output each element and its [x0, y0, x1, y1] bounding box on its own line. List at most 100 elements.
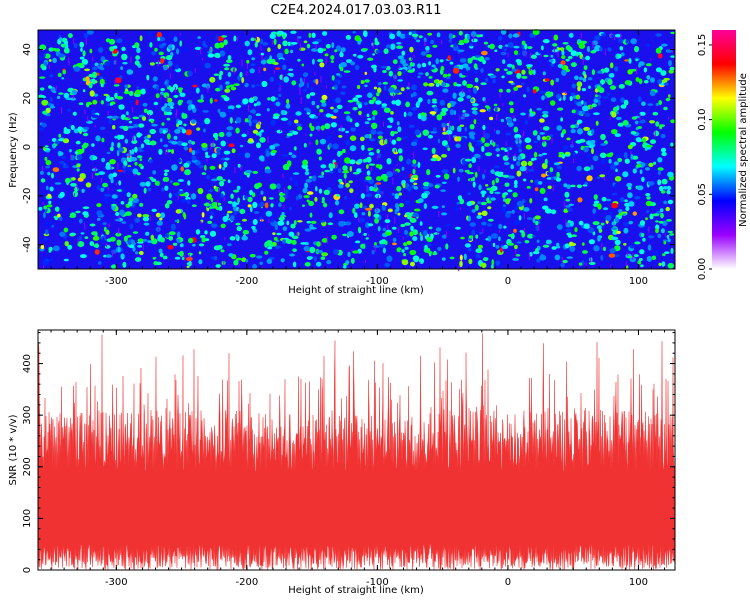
spectrogram-cell	[159, 217, 163, 221]
spectrogram-cell	[660, 228, 665, 234]
spectrogram-cell	[457, 176, 460, 182]
spectrogram-cell	[233, 83, 240, 86]
spectrogram-cell	[530, 67, 531, 71]
spectrogram-cell	[77, 126, 83, 132]
y-tick-label: -20	[22, 188, 33, 204]
spectrogram-cell	[475, 253, 481, 259]
spectrogram-cell	[420, 235, 424, 242]
spectrogram-cell	[356, 168, 362, 174]
spectrogram-cell	[616, 153, 622, 158]
spectrogram-cell	[232, 201, 237, 207]
spectrogram-cell	[180, 198, 187, 203]
spectrogram-cell	[248, 120, 252, 127]
spectrogram-cell	[82, 89, 86, 93]
spectrogram-cell	[366, 170, 371, 176]
spectrogram-cell	[364, 71, 368, 75]
spectrogram-cell	[647, 244, 652, 251]
spectrogram-cell	[61, 156, 66, 159]
spectrogram-cell	[311, 48, 318, 52]
spectrogram-cell	[481, 145, 485, 153]
spectrogram-cell	[231, 148, 236, 154]
spectrogram-cell	[411, 33, 419, 37]
spectrogram-cell	[615, 116, 622, 121]
spectrogram-cell	[333, 108, 339, 113]
y-tick-label: 200	[22, 457, 33, 476]
spectrogram-cell	[169, 73, 171, 79]
spectrogram-cell	[662, 239, 668, 242]
spectrogram-cell	[583, 223, 591, 229]
spectrogram-cell	[163, 92, 170, 99]
snr-series	[37, 333, 675, 571]
spectrogram-cell	[498, 44, 503, 49]
spectrogram-cell	[193, 149, 201, 154]
spectrogram-cell	[618, 84, 625, 89]
spectrogram-cell	[238, 263, 240, 267]
spectrogram-cell	[439, 99, 446, 106]
spectrogram-cell	[569, 245, 576, 252]
spectrogram-cell	[492, 141, 496, 147]
spectrogram-cell	[544, 158, 548, 165]
spectrogram-cell	[524, 43, 528, 50]
spectrogram-cell	[135, 257, 142, 262]
spectrogram-cell	[372, 53, 375, 56]
spectrogram-cell	[491, 264, 494, 270]
spectrogram-cell	[131, 148, 135, 155]
spectrogram-cell	[667, 238, 671, 243]
spectrogram-cell	[271, 218, 275, 223]
spectrogram-cell	[129, 223, 134, 230]
spectrogram-cell	[155, 85, 159, 91]
spectrogram-cell	[459, 115, 461, 121]
spectrogram-cell	[515, 59, 521, 63]
spectrogram-cell	[43, 237, 49, 241]
spectrogram-cell	[227, 200, 233, 204]
spectrogram-cell	[493, 128, 495, 132]
spectrogram-cell	[79, 41, 84, 48]
spectrogram-cell	[465, 158, 472, 162]
spectrogram-cell	[539, 254, 547, 261]
spectrogram-cell	[480, 201, 487, 206]
spectrogram-cell	[110, 164, 112, 169]
spectrogram-cell	[180, 99, 184, 103]
spectrogram-cell	[401, 50, 406, 56]
spectrogram-cell	[319, 62, 325, 68]
y-tick-label: 300	[22, 406, 33, 425]
spectrogram-cell	[358, 217, 365, 223]
spectrogram-cell	[624, 199, 628, 203]
spectrogram-cell	[258, 130, 262, 138]
spectrogram-cell	[140, 143, 145, 149]
spectrogram-cell	[518, 148, 522, 153]
spectrogram-cell	[209, 230, 217, 237]
spectrogram-cell	[297, 58, 301, 62]
spectrogram-cell	[385, 44, 391, 49]
spectrogram-cell	[655, 67, 662, 73]
spectrogram-cell	[512, 33, 520, 38]
spectrogram-cell	[396, 185, 402, 192]
spectrogram-cell	[312, 58, 315, 65]
spectrogram-cell	[507, 150, 509, 158]
spectrogram-cell	[290, 223, 296, 229]
spectrogram-cell	[458, 91, 466, 98]
spectrogram-cell	[459, 64, 464, 70]
spectrogram-cell	[400, 58, 406, 65]
spectrogram-cell	[270, 203, 274, 208]
spectrogram-cell	[504, 68, 508, 72]
spectrogram-cell	[549, 91, 554, 97]
spectrogram-cell	[221, 35, 228, 38]
spectrogram-cell	[188, 254, 190, 259]
spectrogram-cell	[264, 202, 269, 209]
spectrogram-cell	[505, 141, 507, 146]
spectrogram-cell	[376, 97, 380, 101]
spectrogram-cell	[126, 111, 129, 116]
spectrogram-cell	[256, 36, 257, 41]
spectrogram-cell	[59, 231, 66, 237]
spectrogram-cell	[92, 156, 98, 160]
spectrogram-cell	[561, 69, 567, 76]
spectrogram-cell	[76, 168, 80, 172]
spectrogram-cell	[323, 48, 327, 51]
spectrogram-cell	[658, 220, 664, 224]
spectrogram-cell	[248, 104, 249, 112]
spectrogram-cell	[395, 215, 401, 219]
spectrogram-cell	[186, 99, 193, 105]
spectrogram-cell	[315, 186, 318, 192]
